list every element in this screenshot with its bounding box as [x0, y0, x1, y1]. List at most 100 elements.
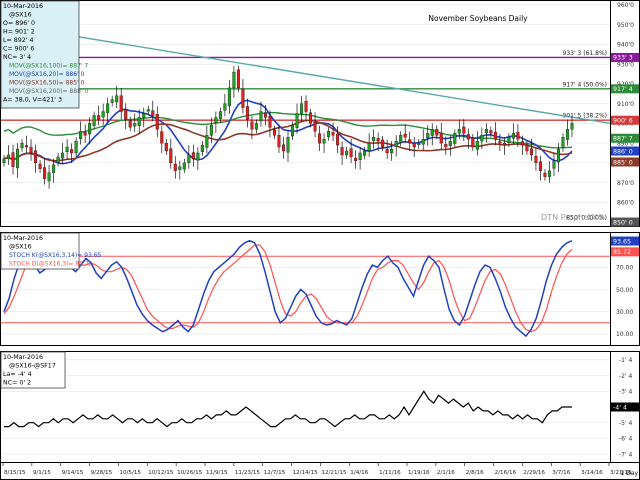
candle-body [340, 147, 344, 156]
candle-body [309, 112, 313, 124]
candle-body [232, 71, 236, 89]
date-axis-interval: 1 Day [620, 470, 638, 477]
candle-body [399, 135, 403, 143]
date-axis: 8/15/15 9/1/15 9/14/15 9/28/15 10/5/15 10/12/… [0, 462, 640, 480]
candle-body [336, 133, 340, 146]
retracement-label: 917' 4 (50.0%) [563, 81, 607, 88]
price-info-net-change: NC= 3' 4 [3, 54, 31, 61]
candle-body [444, 144, 448, 148]
date-label: 9/14/15 [62, 470, 84, 476]
stochastic-info-date: 10-Mar-2016 [3, 235, 43, 242]
candle-body [2, 158, 6, 164]
candle-body [29, 146, 33, 154]
spread-value-tag-bg [611, 402, 639, 412]
candle-body [457, 129, 461, 134]
candle-body [47, 172, 51, 182]
candle-body [358, 152, 362, 160]
candle-body [525, 144, 529, 152]
date-label: 9/28/15 [91, 470, 113, 476]
date-label: 3/7/16 [552, 470, 570, 476]
price-info-low: L= 892' 4 [3, 37, 34, 44]
candle-body [133, 123, 137, 127]
candle-body [187, 154, 191, 164]
candle-body [74, 140, 78, 154]
stochastic-tick-label: 70.00 [616, 265, 633, 272]
candle-body [155, 114, 159, 130]
date-label: 2/1/16 [437, 470, 455, 476]
price-info-open: O= 896' 0 [3, 20, 35, 27]
candle-body [480, 135, 484, 142]
candle-body [543, 172, 547, 177]
retracement-label: 850' 0 (0.0%) [566, 215, 607, 222]
candle-body [372, 137, 376, 141]
stochastic-tick-label: 10.00 [616, 331, 633, 338]
candle-body [430, 129, 434, 136]
date-label: 12/14/15 [293, 470, 319, 476]
candle-body [439, 132, 443, 144]
price-info-high: H= 901' 2 [3, 29, 35, 36]
price-info-date: 10-Mar-2016 [3, 3, 43, 10]
price-tick-label: 950'0 [617, 22, 634, 29]
candle-body [331, 132, 335, 136]
candle-body [88, 123, 92, 135]
moving-average-tag-bg [611, 157, 639, 167]
candle-body [529, 148, 533, 156]
date-label: 1/19/16 [408, 470, 430, 476]
candle-body [565, 129, 570, 140]
candle-body [151, 110, 155, 116]
price-tick-label: 910'0 [617, 101, 634, 108]
candle-body [466, 134, 470, 140]
candle-body [300, 103, 304, 114]
spread-info-box: 10-Mar-2016 @SX16-@SF17 La= -4' 4 NC= 0'… [0, 351, 66, 389]
date-label: 2/16/16 [495, 470, 517, 476]
candle-body [498, 141, 502, 144]
date-label: 8/15/15 [4, 470, 26, 476]
candle-body [250, 121, 254, 130]
candle-body [421, 138, 425, 145]
candle-body [209, 125, 213, 136]
candle-body [146, 109, 150, 112]
moving-average-tag: 885' 0 [613, 159, 633, 166]
candle-body [182, 162, 186, 170]
candle-body [34, 150, 38, 164]
candle-body [390, 148, 394, 154]
candle-body [137, 117, 141, 126]
candle-body [259, 111, 263, 122]
candle-body [245, 106, 249, 120]
price-info-ma100: MOV(@SX16,100)= 887' 7 [9, 63, 88, 70]
moving-average-tag: 887' 7 [613, 136, 633, 143]
price-level-tag: 917' 4 [613, 86, 633, 93]
candle-body [318, 133, 322, 144]
candle-body [502, 142, 506, 146]
candle-body [11, 152, 15, 167]
candle-body [448, 140, 452, 147]
spread-panel: -1' 4 -2' 4 -3' 4 -5' 4 -6' 4 -7' 4 -4' 4 10-… [0, 351, 640, 463]
candle-body [272, 129, 276, 136]
price-level-tag: 850' 0 [613, 219, 633, 226]
candle-body [277, 135, 281, 148]
price-info-symbol: @SX16 [9, 11, 32, 19]
candle-body [327, 131, 331, 137]
stochastic-value-tag: 85.72 [613, 249, 631, 256]
candle-body [462, 126, 466, 134]
stochastic-info-symbol: @SX16 [9, 243, 32, 251]
moving-average-tag: 886' 0 [613, 148, 633, 155]
candle-body [313, 122, 317, 132]
moving-average-tag-bg [611, 146, 639, 156]
candle-body [160, 131, 164, 144]
candle-body [385, 149, 389, 154]
date-label: 1/11/16 [379, 470, 401, 476]
price-level-tag: 933' 3 [613, 55, 633, 62]
candle-body [322, 138, 326, 144]
candle-body [65, 146, 69, 152]
candle-body [381, 139, 385, 148]
candle-body [435, 129, 439, 136]
stochastic-info-k: STOCH K(@SX16,3,14)= 93.65 [9, 252, 102, 259]
price-tick-label: 930'0 [617, 61, 634, 68]
candle-body [115, 95, 119, 103]
candle-body [507, 137, 511, 143]
stochastic-value-tag-bg [611, 247, 639, 257]
stochastic-value-tag: 93.65 [613, 238, 631, 245]
price-info-box: 10-Mar-2016 @SX16 O= 896' 0 H= 901' 2 L=… [0, 0, 88, 109]
